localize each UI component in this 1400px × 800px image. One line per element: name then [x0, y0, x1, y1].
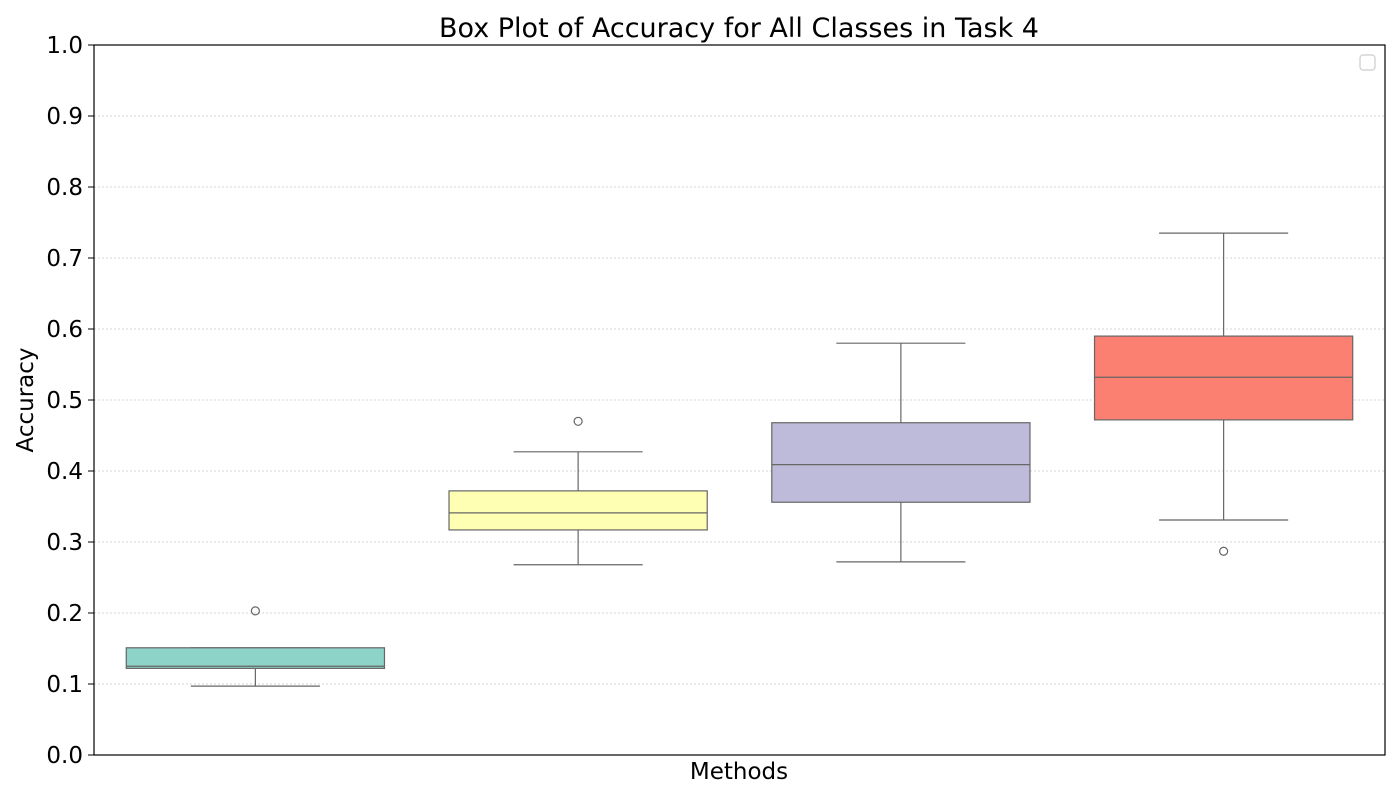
- y-tick-label: 1.0: [46, 33, 83, 59]
- x-axis-label: Methods: [690, 759, 788, 785]
- box-group-1: [125, 606, 386, 687]
- box-iqr: [125, 647, 386, 669]
- box-iqr: [771, 422, 1031, 503]
- y-tick-label: 0.6: [46, 317, 83, 343]
- box-group-3: [771, 342, 1031, 563]
- legend-box: [1359, 54, 1376, 71]
- outlier-point: [1219, 546, 1229, 556]
- outlier-point: [573, 416, 583, 426]
- grid-lines: [94, 115, 1385, 685]
- chart-title: Box Plot of Accuracy for All Classes in …: [439, 13, 1039, 44]
- y-tick-label: 0.4: [46, 459, 83, 485]
- box-iqr: [448, 490, 708, 531]
- y-tick-label: 0.8: [46, 175, 83, 201]
- y-tick-label: 0.5: [46, 388, 83, 414]
- box-group-4: [1093, 232, 1354, 556]
- y-tick-label: 0.7: [46, 246, 83, 272]
- y-tick-label: 0.0: [46, 743, 83, 769]
- y-tick-label: 0.9: [46, 104, 83, 130]
- y-axis-ticks: 0.0 0.1 0.2 0.3 0.4 0.5 0.6 0.7 0.8 0.9 1.0: [46, 33, 94, 769]
- box-iqr: [1093, 335, 1354, 421]
- y-tick-label: 0.3: [46, 530, 83, 556]
- y-axis-label: Accuracy: [13, 347, 39, 452]
- boxes-layer: [125, 232, 1354, 687]
- y-tick-label: 0.2: [46, 601, 83, 627]
- outlier-point: [250, 606, 260, 616]
- box-group-2: [448, 416, 708, 566]
- y-tick-label: 0.1: [46, 672, 83, 698]
